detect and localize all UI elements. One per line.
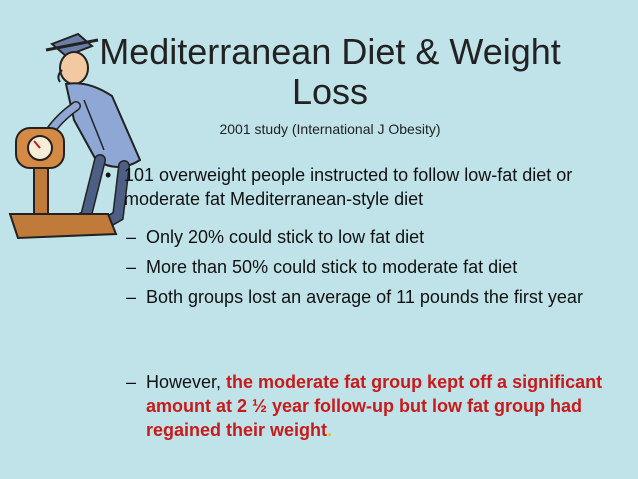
final-period: . bbox=[327, 420, 333, 440]
sub-bullet-text: More than 50% could stick to moderate fa… bbox=[146, 257, 518, 277]
man-on-scale-icon bbox=[8, 32, 142, 240]
sub-bullet-marker: – bbox=[126, 257, 137, 277]
bullet-marker: • bbox=[105, 165, 112, 185]
final-highlight: the moderate fat group kept off a signif… bbox=[146, 372, 603, 440]
bullet-text: 101 overweight people instructed to foll… bbox=[124, 165, 573, 209]
slide-subtitle: 2001 study (International J Obesity) bbox=[219, 121, 441, 137]
final-bullet-text: However, the moderate fat group kept off… bbox=[146, 370, 606, 442]
sub-bullet-marker: – bbox=[126, 287, 137, 307]
slide-title: Mediterranean Diet & Weight Loss bbox=[99, 31, 561, 112]
final-lead: However, bbox=[146, 372, 227, 392]
sub-bullet-text: Only 20% could stick to low fat diet bbox=[146, 227, 425, 247]
sub-bullet-text: Both groups lost an average of 11 pounds… bbox=[146, 287, 583, 307]
sub-bullet-marker: – bbox=[126, 227, 137, 247]
sub-bullet-marker: – bbox=[126, 372, 137, 392]
